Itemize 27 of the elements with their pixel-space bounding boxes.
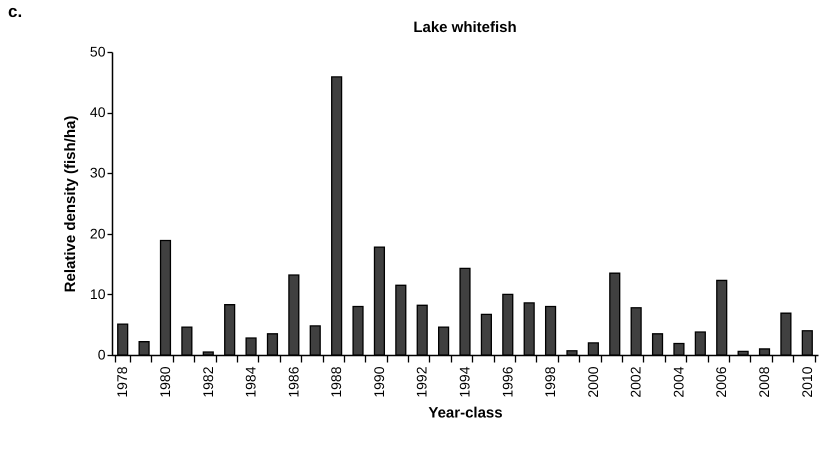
x-tick-label: 1982: [200, 366, 216, 398]
y-tick-label: 40: [90, 104, 106, 120]
y-axis-title: Relative density (fish/ha): [62, 116, 79, 292]
x-tick-label: 1990: [370, 366, 387, 398]
x-tick-label: 2004: [670, 366, 686, 398]
y-tick-label: 50: [90, 44, 106, 60]
y-tick-label: 0: [98, 346, 106, 362]
x-tick-label: 1994: [456, 366, 472, 398]
x-axis-title: Year-class: [428, 404, 503, 422]
x-tick-label: 1992: [414, 366, 430, 398]
x-tick-label: 1998: [542, 366, 558, 398]
x-tick-label: 1984: [242, 366, 259, 398]
x-tick-label: 2010: [798, 366, 815, 398]
x-tick-label: 2000: [584, 366, 601, 398]
x-tick-label: 1986: [285, 366, 302, 398]
y-tick-label: 10: [90, 286, 106, 302]
y-tick-label: 20: [90, 225, 106, 242]
x-tick-label: 1988: [328, 366, 344, 398]
x-tick-label: 2006: [713, 366, 730, 398]
x-tick-label: 1978: [114, 366, 130, 398]
text: c.: [8, 2, 22, 22]
x-tick-label: 2002: [628, 366, 644, 398]
chart-title: Lake whitefish: [413, 19, 517, 36]
x-tick-label: 1996: [499, 366, 516, 398]
x-tick-label: 1980: [156, 366, 173, 398]
y-tick-label: 30: [90, 164, 106, 181]
x-tick-label: 2008: [756, 366, 772, 398]
